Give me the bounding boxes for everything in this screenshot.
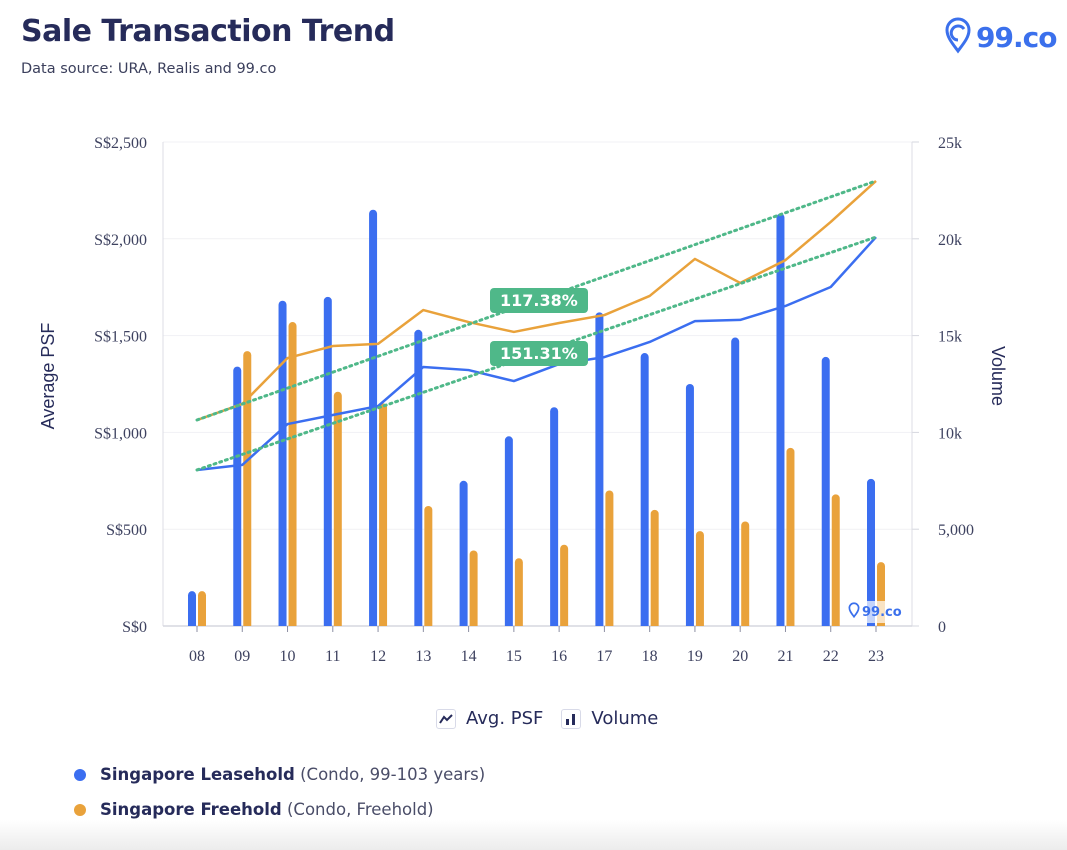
x-tick-label: 17 [596, 648, 612, 665]
volume-bar [776, 213, 785, 626]
volume-bar [640, 353, 649, 626]
legend-label: Volume [591, 708, 659, 729]
volume-bar [831, 494, 840, 626]
series-name: Singapore Leasehold [100, 765, 295, 784]
y-right-tick-label: 15k [938, 329, 962, 346]
brand-logo[interactable]: 99.co [944, 16, 1057, 59]
volume-bar [278, 300, 287, 626]
x-tick-label: 18 [642, 648, 658, 665]
y-left-tick-label: S$2,500 [94, 135, 147, 152]
axes [162, 141, 919, 632]
gridlines [163, 141, 912, 627]
legend-label: Avg. PSF [466, 708, 544, 729]
x-tick-label: 08 [189, 648, 205, 665]
chart-title: Sale Transaction Trend [21, 14, 395, 49]
freehold-growth-badge: 117.38% [490, 288, 588, 313]
volume-bar [605, 490, 614, 626]
volume-bar [867, 478, 875, 626]
freehold-color-dot [74, 803, 86, 816]
y-right-tick-label: 10k [938, 425, 962, 442]
x-tick-label: 11 [325, 648, 340, 665]
y-right-tick-label: 20k [938, 232, 962, 249]
volume-bar [469, 550, 478, 626]
series-detail: (Condo, 99-103 years) [300, 765, 486, 784]
x-tick-label: 19 [687, 648, 703, 665]
y-right-axis-title: Volume [988, 346, 1008, 406]
volume-bar [188, 591, 196, 626]
legend-item-freehold[interactable]: Singapore Freehold (Condo, Freehold) [74, 800, 434, 819]
volume-bar [695, 531, 704, 626]
series-detail: (Condo, Freehold) [286, 800, 434, 819]
line-chart-icon [436, 708, 456, 729]
volume-bar [233, 366, 242, 626]
lines [196, 179, 877, 472]
volume-bar [731, 337, 740, 626]
legend-item-leasehold[interactable]: Singapore Leasehold (Condo, 99-103 years… [74, 765, 485, 784]
y-left-tick-label: S$0 [122, 619, 147, 636]
x-tick-label: 15 [506, 648, 522, 665]
volume-bar [560, 544, 569, 626]
legend-item-avg-psf[interactable]: Avg. PSF [436, 708, 543, 729]
data-source: Data source: URA, Realis and 99.co [21, 61, 277, 77]
volume-bar [741, 521, 750, 626]
psf-line [196, 179, 877, 422]
x-tick-label: 21 [777, 648, 793, 665]
y-left-tick-label: S$1,500 [94, 329, 147, 346]
x-tick-label: 10 [280, 648, 296, 665]
x-tick-label: 20 [732, 648, 748, 665]
volume-bar [685, 384, 694, 626]
x-tick-label: 16 [551, 648, 567, 665]
x-tick-label: 14 [461, 648, 477, 665]
x-tick-label: 12 [370, 648, 386, 665]
location-pin-icon [848, 602, 860, 622]
y-right-tick-label: 0 [938, 619, 946, 636]
watermark-text: 99.co [862, 604, 902, 620]
bottom-fade [0, 820, 1067, 850]
volume-bar [821, 356, 830, 626]
y-left-tick-label: S$1,000 [94, 425, 147, 442]
volume-bar [379, 403, 388, 626]
volume-bar [369, 209, 378, 626]
watermark: 99.co [845, 601, 905, 623]
volume-bar [243, 351, 252, 626]
volume-bar [504, 436, 513, 626]
bar-chart-icon [561, 708, 582, 729]
volume-bar [786, 447, 795, 626]
volume-bar [288, 322, 297, 626]
volume-bar [333, 391, 342, 626]
legend-item-volume[interactable]: Volume [561, 708, 658, 729]
volume-bar [414, 329, 423, 626]
x-tick-label: 23 [868, 648, 884, 665]
volume-bar [514, 558, 523, 626]
volume-bar [595, 312, 604, 626]
chart-canvas: S$0 S$500 S$1,000 S$1,500 S$2,000 S$2,500 0 5,0… [38, 135, 1008, 665]
leasehold-color-dot [74, 768, 86, 781]
y-left-tick-label: S$2,000 [94, 232, 147, 249]
trendlines [195, 179, 878, 472]
volume-bar [550, 407, 559, 626]
y-left-axis-title: Average PSF [38, 323, 58, 430]
volume-bar [459, 480, 468, 626]
tick-labels: S$0 S$500 S$1,000 S$1,500 S$2,000 S$2,500 0 5,0… [94, 135, 974, 665]
volume-bar [323, 296, 332, 626]
location-pin-icon [944, 16, 972, 59]
psf-line [196, 236, 877, 472]
brand-name: 99.co [976, 21, 1057, 54]
volume-bar [198, 591, 206, 626]
x-tick-label: 09 [234, 648, 250, 665]
y-right-tick-label: 25k [938, 135, 962, 152]
bars [188, 209, 885, 626]
metric-legend: Avg. PSF Volume [436, 708, 658, 729]
volume-bar [424, 505, 433, 626]
y-right-tick-label: 5,000 [938, 522, 974, 539]
y-left-tick-label: S$500 [106, 522, 147, 539]
x-tick-label: 22 [823, 648, 839, 665]
leasehold-growth-badge: 151.31% [490, 341, 588, 366]
series-name: Singapore Freehold [100, 800, 282, 819]
x-tick-label: 13 [415, 648, 431, 665]
volume-bar [650, 509, 659, 626]
